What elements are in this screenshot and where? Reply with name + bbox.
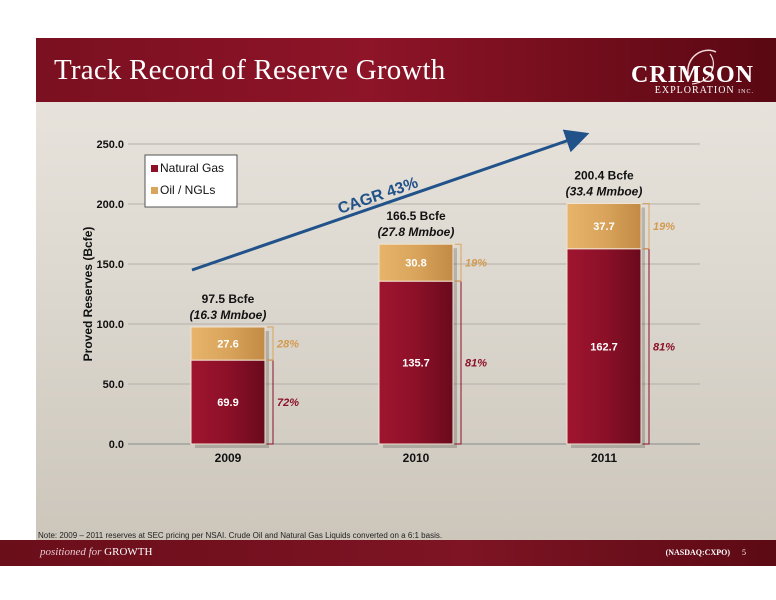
value-label-oil: 30.8: [405, 258, 426, 270]
bar-oil-ngl-2009: [190, 326, 266, 361]
legend: Natural Gas Oil / NGLs: [144, 154, 238, 208]
total-mmboe-label: (33.4 Mmboe): [566, 185, 643, 199]
x-tick-label: 2009: [215, 451, 242, 465]
legend-swatch-natural-gas: [151, 165, 158, 172]
footnote: Note: 2009 – 2011 reserves at SEC pricin…: [38, 531, 443, 540]
percent-label-gas: 72%: [277, 397, 299, 409]
company-logo: CRIMSON EXPLORATION INC.: [622, 44, 762, 98]
logo-swirl-icon: [687, 49, 717, 85]
total-label: 166.5 Bcfe: [386, 209, 446, 223]
bar-oil-ngl-2011: [566, 203, 642, 250]
page-title: Track Record of Reserve Growth: [54, 54, 446, 86]
cagr-arrow: [191, 129, 590, 272]
percent-label-gas: 81%: [653, 341, 675, 353]
tagline-prefix: positioned for: [40, 546, 102, 558]
x-tick-label: 2010: [403, 451, 430, 465]
total-mmboe-label: (27.8 Mmboe): [378, 225, 455, 239]
legend-label-natural-gas: Natural Gas: [160, 161, 224, 175]
percent-label-oil: 19%: [465, 258, 487, 270]
bar-natural-gas-2010: [378, 280, 454, 445]
x-tick-label: 2011: [591, 451, 617, 465]
y-tick-label: 0.0: [109, 439, 124, 451]
value-label-oil: 37.7: [593, 221, 614, 233]
percent-label-oil: 19%: [653, 221, 675, 233]
legend-box: [144, 154, 238, 208]
oil-bracket: [455, 243, 462, 282]
y-tick-label: 150.0: [96, 259, 124, 271]
logo-inc-text: INC.: [738, 89, 754, 95]
logo-wordmark: CRIMSON: [630, 62, 754, 88]
total-label: 97.5 Bcfe: [202, 292, 255, 306]
value-label-gas: 135.7: [402, 358, 430, 370]
percent-label-oil: 28%: [276, 339, 299, 351]
page-number: 5: [742, 548, 746, 557]
y-axis-label: Proved Reserves (Bcfe): [81, 227, 95, 362]
oil-bracket: [643, 203, 650, 250]
total-mmboe-label: (16.3 Mmboe): [190, 308, 267, 322]
logo-subtitle: EXPLORATION INC.: [655, 85, 754, 96]
legend-label-oil-ngl: Oil / NGLs: [160, 183, 215, 197]
legend-swatch-oil-ngl: [151, 187, 158, 194]
oil-bracket: [267, 326, 274, 361]
bar-oil-ngl-2010: [378, 243, 454, 282]
y-tick-label: 200.0: [96, 199, 124, 211]
percent-label-gas: 81%: [465, 358, 487, 370]
y-tick-label: 100.0: [96, 319, 124, 331]
y-tick-label: 250.0: [96, 139, 124, 151]
bar-natural-gas-2011: [566, 248, 642, 445]
y-tick-label: 50.0: [103, 379, 124, 391]
total-label: 200.4 Bcfe: [574, 169, 634, 183]
footer-bar: positioned for GROWTH (NASDAQ:CXPO) 5: [0, 540, 776, 566]
value-label-oil: 27.6: [217, 339, 238, 351]
footer-tagline: positioned for GROWTH: [40, 546, 152, 558]
tagline-word: GROWTH: [104, 546, 153, 558]
logo-sub-text: EXPLORATION: [654, 85, 735, 96]
bar-natural-gas-2009: [190, 359, 266, 445]
ticker-label: (NASDAQ:CXPO): [665, 548, 730, 557]
value-label-gas: 162.7: [590, 341, 618, 353]
value-label-gas: 69.9: [217, 397, 238, 409]
header-bar: Track Record of Reserve Growth CRIMSON E…: [36, 38, 776, 102]
